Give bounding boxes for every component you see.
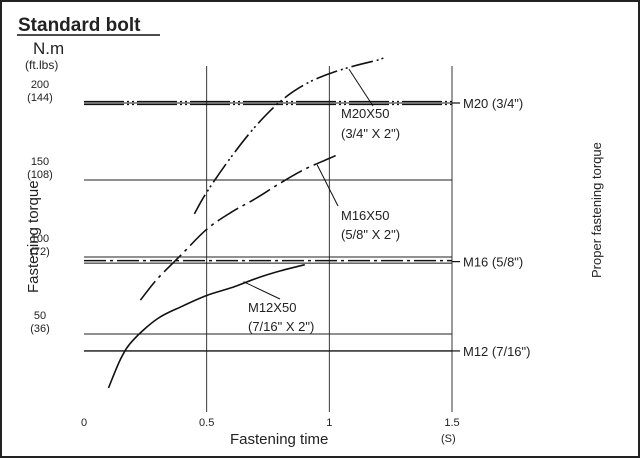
y-tick-3: 200	[31, 79, 49, 91]
x-unit: (S)	[441, 433, 456, 445]
y-tick-alt-0: (36)	[30, 323, 50, 335]
series-line-1	[139, 153, 340, 301]
ref-line-0: M20 (3/4")	[84, 96, 523, 111]
x-tick-3: 1.5	[444, 417, 459, 429]
x-tick-0: 0	[81, 417, 87, 429]
chart-title: Standard bolt	[18, 15, 141, 36]
label-m16-inch: (5/8" X 2")	[341, 227, 400, 242]
y-tick-2: 150	[31, 156, 49, 168]
reference-lines: M20 (3/4") M16 (5/8") M12 (7/16")	[84, 96, 530, 359]
leader-line-1	[316, 164, 339, 207]
y-tick-alt-3: (144)	[27, 92, 53, 104]
y-axis-label: Fastening torque	[25, 180, 42, 293]
ref-line-2: M12 (7/16")	[84, 344, 530, 359]
series-line-2	[193, 56, 387, 215]
y-tick-0: 50	[34, 310, 46, 322]
x-tick-1: 0.5	[199, 417, 214, 429]
x-tick-2: 1	[326, 417, 332, 429]
horizontal-grid	[84, 102, 452, 335]
ref-line-1: M16 (5/8")	[84, 255, 523, 270]
y-unit-alt: (ft.lbs)	[25, 58, 58, 72]
series-line-0	[107, 263, 305, 389]
series-curves	[107, 56, 387, 389]
label-m16: M16X50	[341, 208, 389, 223]
x-tick-labels: 0 0.5 1 1.5	[81, 417, 460, 429]
ref-label-1: M16 (5/8")	[463, 255, 523, 270]
right-axis-label: Proper fastening torque	[589, 142, 604, 278]
leader-line-0	[348, 68, 374, 107]
vertical-grid	[206, 66, 453, 412]
label-m20: M20X50	[341, 106, 389, 121]
label-m12-inch: (7/16" X 2")	[248, 319, 314, 334]
leader-line-2	[243, 281, 281, 300]
y-unit: N.m	[33, 39, 64, 58]
y-tick-alt-2: (108)	[27, 169, 53, 181]
ref-label-2: M12 (7/16")	[463, 344, 530, 359]
y-tick-1: 100	[31, 233, 49, 245]
ref-label-0: M20 (3/4")	[463, 96, 523, 111]
y-tick-alt-1: (72)	[30, 246, 50, 258]
label-m20-inch: (3/4" X 2")	[341, 126, 400, 141]
label-leaders	[243, 68, 374, 300]
label-m12: M12X50	[248, 300, 296, 315]
x-axis-label: Fastening time	[230, 431, 328, 448]
y-tick-labels: 50(36) 100(72) 150(108) 200(144)	[27, 79, 53, 335]
